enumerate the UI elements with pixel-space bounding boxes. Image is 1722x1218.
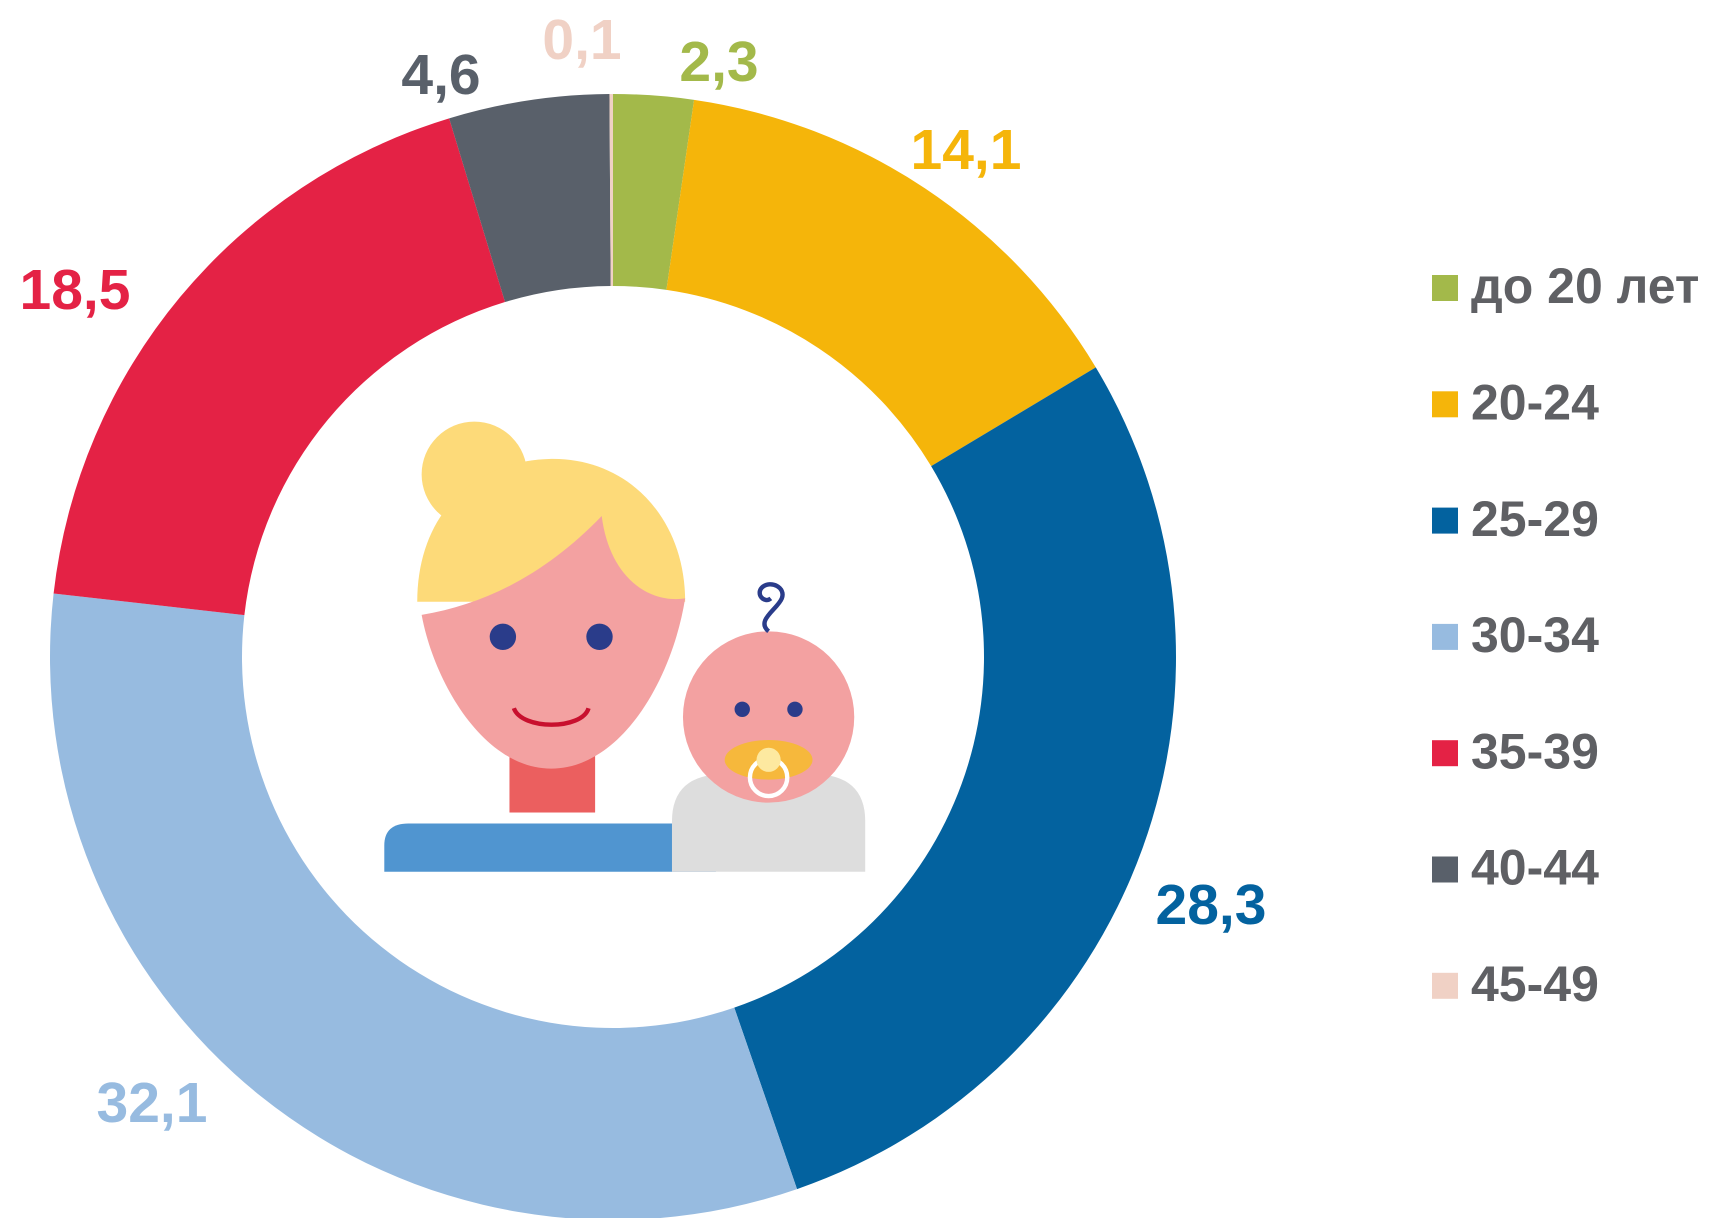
- donut-segment: [449, 94, 611, 303]
- legend-label: 45-49: [1471, 956, 1599, 1012]
- data-label: 32,1: [97, 1071, 208, 1135]
- donut-segment: [734, 367, 1176, 1190]
- legend-label: 25-29: [1471, 491, 1599, 547]
- donut-segment: [666, 99, 1096, 467]
- legend-swatch: [1432, 391, 1458, 418]
- donut-segment: [53, 118, 506, 616]
- donut-segment: [50, 593, 798, 1218]
- legend-swatch: [1432, 972, 1458, 999]
- legend-label: 20-24: [1471, 375, 1599, 431]
- data-label: 0,1: [542, 8, 621, 72]
- legend-swatch: [1432, 856, 1458, 883]
- legend-swatch: [1432, 275, 1458, 301]
- data-label: 4,6: [401, 43, 480, 107]
- legend-label: до 20 лет: [1471, 258, 1699, 314]
- data-label: 14,1: [911, 118, 1022, 182]
- legend-label: 30-34: [1471, 607, 1599, 663]
- legend-swatch: [1432, 623, 1458, 650]
- data-label: 18,5: [20, 258, 131, 322]
- data-label: 28,3: [1156, 873, 1267, 937]
- data-label: 2,3: [679, 30, 758, 94]
- donut-segment: [609, 94, 613, 287]
- legend-swatch: [1432, 740, 1458, 767]
- legend-swatch: [1432, 507, 1458, 534]
- legend-label: 40-44: [1471, 840, 1599, 896]
- mother-baby-illustration: [384, 421, 866, 872]
- donut-segment: [613, 94, 695, 290]
- legend-label: 35-39: [1471, 723, 1599, 779]
